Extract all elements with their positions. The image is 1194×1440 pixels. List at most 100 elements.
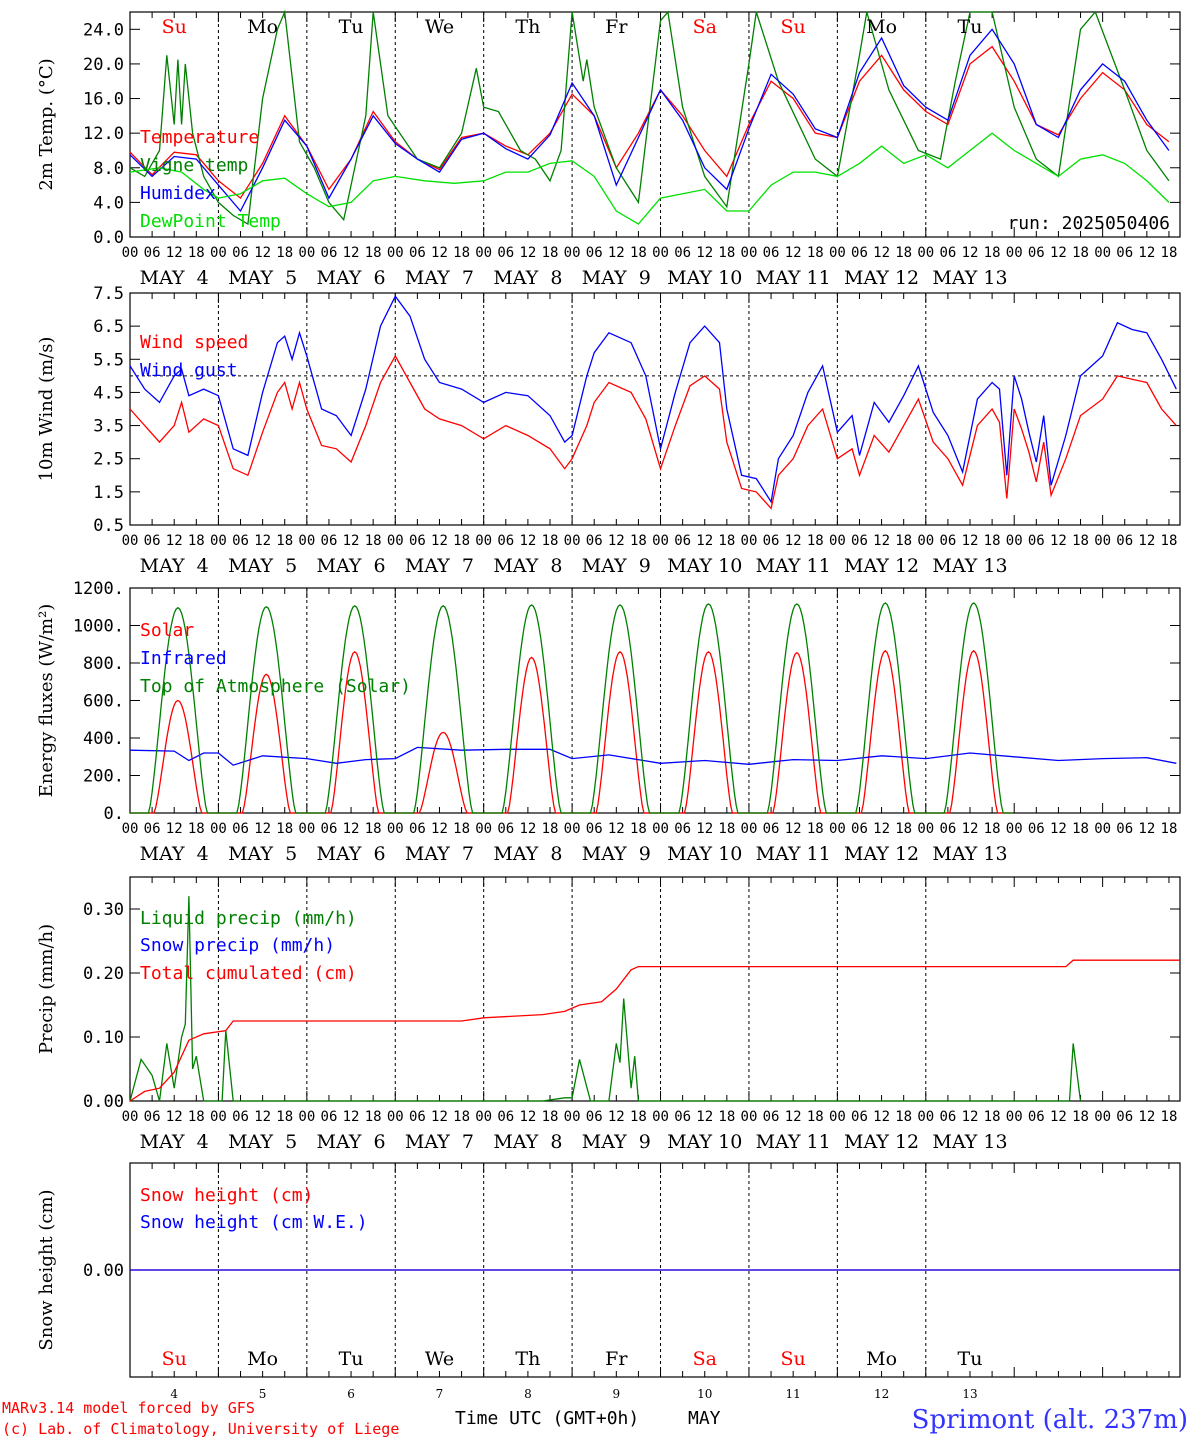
- hour-label: 12: [785, 533, 802, 549]
- hour-label: 00: [829, 533, 846, 549]
- credit-line-2: (c) Lab. of Climatology, University of L…: [2, 1420, 399, 1438]
- hour-label: 18: [895, 245, 912, 261]
- series-dewpoint-temp: [129, 132, 1170, 225]
- weekday-label: Tu: [958, 1348, 983, 1370]
- hour-label: 18: [188, 1109, 205, 1125]
- run-annotation: run: 2025050406: [1007, 213, 1170, 234]
- series-top-of-atmosphere-solar-: [130, 602, 1013, 814]
- y-tick-label: 6.5: [93, 317, 124, 337]
- legend-label: Temperature: [140, 127, 259, 148]
- hour-label: 00: [475, 245, 492, 261]
- series-humidex: [129, 28, 1170, 213]
- hour-label: 12: [873, 1109, 890, 1125]
- hour-label: 06: [232, 533, 249, 549]
- date-label: MAY 12: [844, 1131, 919, 1153]
- series-infrared: [129, 746, 1177, 766]
- date-label: MAY 6: [316, 843, 385, 865]
- hour-label: 12: [1050, 245, 1067, 261]
- hour-label: 06: [674, 533, 691, 549]
- hour-label: 06: [144, 821, 161, 837]
- hour-label: 06: [497, 245, 514, 261]
- hour-label: 06: [1028, 533, 1045, 549]
- hour-label: 12: [519, 245, 536, 261]
- hour-label: 00: [564, 245, 581, 261]
- hour-label: 00: [741, 245, 758, 261]
- hour-label: 12: [873, 533, 890, 549]
- hour-label: 18: [453, 245, 470, 261]
- panel-frame: [129, 587, 1181, 814]
- hour-label: 18: [1161, 533, 1178, 549]
- hour-label: 06: [674, 821, 691, 837]
- hour-label: 00: [1094, 533, 1111, 549]
- date-label: MAY 10: [667, 555, 742, 577]
- hour-label: 12: [696, 821, 713, 837]
- hour-label: 18: [188, 821, 205, 837]
- hour-label: 00: [564, 1109, 581, 1125]
- hour-label: 12: [1138, 533, 1155, 549]
- date-label: MAY 9: [582, 267, 651, 289]
- hour-label: 06: [586, 245, 603, 261]
- hour-label: 00: [387, 533, 404, 549]
- date-label: MAY 8: [493, 1131, 562, 1153]
- date-label: MAY 5: [228, 1131, 297, 1153]
- hour-label: 18: [630, 245, 647, 261]
- hour-label: 12: [519, 821, 536, 837]
- hour-label: 00: [1006, 1109, 1023, 1125]
- hour-label: 18: [630, 533, 647, 549]
- hour-label: 00: [652, 821, 669, 837]
- hour-label: 00: [652, 1109, 669, 1125]
- hour-label: 06: [321, 533, 338, 549]
- hour-label: 12: [696, 1109, 713, 1125]
- hour-label: 06: [763, 533, 780, 549]
- date-label: MAY 8: [493, 267, 562, 289]
- hour-label: 00: [210, 533, 227, 549]
- y-tick-label: 7.5: [93, 284, 124, 304]
- hour-label: 00: [298, 245, 315, 261]
- hour-label: 18: [895, 821, 912, 837]
- hour-label: 12: [608, 245, 625, 261]
- hour-label: 12: [254, 533, 271, 549]
- hour-label: 18: [1072, 245, 1089, 261]
- hour-label: 12: [1138, 821, 1155, 837]
- hour-label: 00: [1094, 821, 1111, 837]
- hour-label: 18: [807, 533, 824, 549]
- weekday-label: Su: [781, 1348, 806, 1370]
- hour-label: 00: [741, 821, 758, 837]
- hour-label: 00: [564, 821, 581, 837]
- date-label: MAY 7: [405, 555, 474, 577]
- hour-label: 12: [962, 245, 979, 261]
- weekday-label: Mo: [247, 1348, 278, 1370]
- hour-label: 06: [1028, 245, 1045, 261]
- y-tick-label: 3.5: [93, 417, 124, 437]
- hour-label: 00: [387, 245, 404, 261]
- credit-line-1: MARv3.14 model forced by GFS: [2, 1399, 255, 1417]
- day-number: 6: [347, 1387, 355, 1401]
- series-vigne-temp: [129, 9, 1170, 226]
- hour-label: 06: [321, 1109, 338, 1125]
- hour-label: 12: [431, 1109, 448, 1125]
- legend-label: Top of Atmosphere (Solar): [140, 676, 411, 697]
- hour-label: 12: [431, 533, 448, 549]
- hour-label: 06: [1028, 821, 1045, 837]
- date-label: MAY 7: [405, 267, 474, 289]
- hour-label: 06: [674, 1109, 691, 1125]
- panel-frame: [129, 292, 1181, 526]
- hour-label: 18: [807, 1109, 824, 1125]
- hour-label: 18: [542, 533, 559, 549]
- hour-label: 06: [939, 533, 956, 549]
- y-tick-label: 0.0: [93, 228, 124, 248]
- hour-label: 00: [1006, 245, 1023, 261]
- hour-label: 18: [365, 245, 382, 261]
- hour-label: 06: [144, 533, 161, 549]
- legend-label: DewPoint Temp: [140, 211, 281, 232]
- hour-label: 18: [1161, 821, 1178, 837]
- y-tick-label: 1200.: [73, 579, 124, 599]
- hour-label: 06: [1116, 821, 1133, 837]
- day-number: 11: [786, 1387, 801, 1401]
- date-label: MAY 10: [667, 1131, 742, 1153]
- hour-label: 12: [785, 1109, 802, 1125]
- hour-label: 18: [718, 533, 735, 549]
- hour-label: 06: [763, 245, 780, 261]
- hour-label: 18: [630, 1109, 647, 1125]
- hour-label: 12: [254, 245, 271, 261]
